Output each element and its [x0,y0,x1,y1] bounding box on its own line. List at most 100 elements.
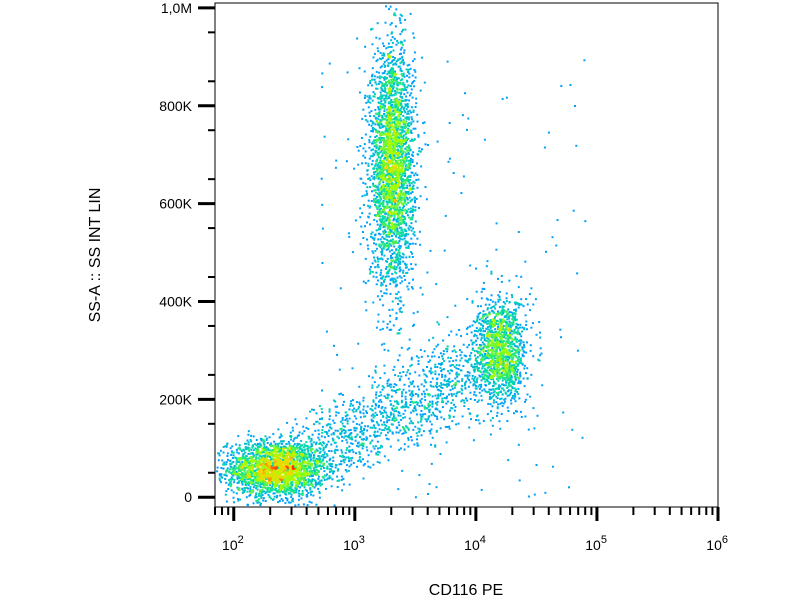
data-point [394,129,397,132]
data-point [384,75,387,78]
data-point [406,112,409,115]
data-point [386,136,389,139]
data-point [389,243,392,246]
data-point [393,129,395,132]
data-point [391,198,394,201]
data-point [404,124,407,127]
data-point [383,217,386,220]
data-point [370,110,373,113]
data-point [387,107,390,110]
data-point [413,196,416,199]
data-point [390,104,392,107]
data-point [226,455,229,457]
data-point [409,174,412,177]
data-point [408,282,411,285]
data-point [498,325,501,328]
data-point [494,328,497,331]
data-point [300,497,303,500]
data-point [237,499,240,502]
data-point [290,487,293,490]
data-point [359,91,361,94]
data-point [260,490,263,492]
data-point [408,125,411,128]
data-point [324,446,327,449]
data-point [262,462,265,464]
data-point [489,403,492,406]
data-point [375,131,378,133]
data-point [378,77,381,80]
data-point [392,192,395,195]
data-point [366,221,368,224]
data-point [376,113,379,116]
data-point [362,204,365,206]
data-point [260,473,263,476]
data-point [398,239,401,242]
data-point [395,241,398,244]
data-point [273,440,276,443]
data-point [382,241,385,244]
data-point [290,453,293,456]
data-point [373,78,376,81]
data-point [482,419,485,422]
data-point [395,312,398,315]
data-point [225,481,228,484]
data-point [231,457,234,459]
data-point [404,103,407,106]
data-point [301,444,304,447]
data-point [262,476,265,479]
data-point [370,149,373,152]
data-point [405,224,408,227]
data-point [256,443,259,445]
data-point [500,324,502,327]
data-point [481,363,484,365]
data-point [409,365,412,368]
data-point [403,170,406,173]
data-point [363,97,366,99]
data-point [273,475,276,478]
data-point [376,220,378,223]
data-point [404,218,407,221]
data-point [383,98,386,101]
data-point [411,252,414,255]
data-point [391,193,394,196]
data-point [377,101,380,104]
data-point [274,444,277,447]
data-point [258,491,261,494]
data-point [402,119,405,121]
data-point [404,111,407,114]
data-point [406,156,409,159]
data-point [264,470,267,473]
data-point [295,464,298,467]
data-point [393,120,396,123]
data-point [218,477,221,480]
data-point [384,130,387,133]
data-point [284,445,287,448]
data-point [281,499,284,502]
data-point [270,467,273,470]
data-point [376,169,379,172]
data-point [250,440,253,443]
data-point [270,442,273,445]
data-point [276,469,279,471]
data-point [402,231,405,234]
data-point [389,191,392,193]
data-point [394,143,396,146]
data-point [379,164,382,167]
data-point [259,486,262,489]
data-point [289,435,292,437]
data-point [222,467,225,470]
data-point [336,479,339,482]
data-point [380,240,383,243]
data-point [384,77,387,80]
data-point [406,129,409,132]
data-point [383,78,386,81]
data-point [396,143,399,146]
data-point [384,151,387,154]
data-point [402,269,405,272]
data-point [400,113,402,116]
data-point [507,323,510,326]
data-point [397,65,400,68]
data-point [393,165,396,168]
data-point [403,237,406,240]
data-point [315,469,318,471]
